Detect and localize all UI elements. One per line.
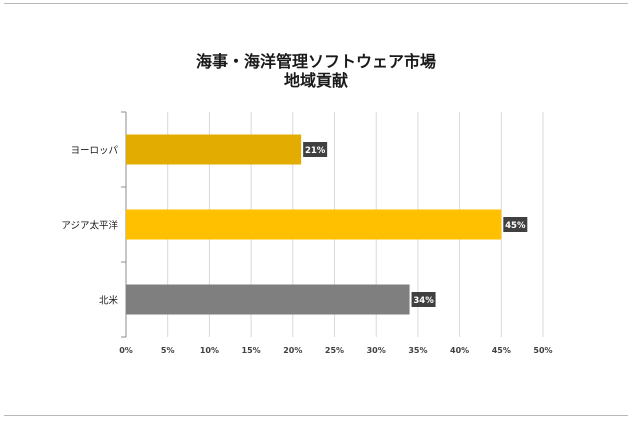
x-tick-label: 30% — [367, 346, 386, 355]
data-label: 45% — [505, 221, 526, 231]
bar — [126, 209, 502, 240]
category-label: ヨーロッパ — [70, 146, 118, 157]
x-tick-label: 10% — [200, 346, 219, 355]
chart-title-line-1: 海事・海洋管理ソフトウェア市場 — [196, 52, 436, 71]
bars: 21% 45% 34% — [126, 134, 528, 315]
top-border — [4, 3, 628, 4]
x-tick-label: 0% — [119, 346, 133, 355]
category-label: 北米 — [99, 295, 119, 307]
y-axis — [121, 111, 127, 338]
x-tick-label: 35% — [408, 346, 427, 355]
data-label-box — [503, 217, 528, 232]
x-tick-label: 50% — [533, 346, 552, 355]
x-tick-label: 45% — [492, 346, 511, 355]
x-tick-label: 15% — [242, 346, 261, 355]
data-label-box — [303, 142, 328, 157]
x-tick-label: 5% — [161, 346, 175, 355]
bar — [126, 134, 302, 165]
x-tick-label: 40% — [450, 346, 469, 355]
bar — [126, 284, 410, 315]
bottom-border — [4, 415, 628, 416]
x-tick-labels: 0% 5% 10% 15% 20% 25% 30% 35% 40% 45% 50% — [119, 346, 552, 355]
x-tick-label: 20% — [283, 346, 302, 355]
data-label: 21% — [305, 146, 326, 156]
x-tick-label: 25% — [325, 346, 344, 355]
chart-title-line-2: 地域貢献 — [284, 71, 348, 90]
data-label: 34% — [413, 296, 434, 306]
category-label: アジア太平洋 — [61, 220, 118, 232]
data-label-box — [411, 292, 436, 307]
